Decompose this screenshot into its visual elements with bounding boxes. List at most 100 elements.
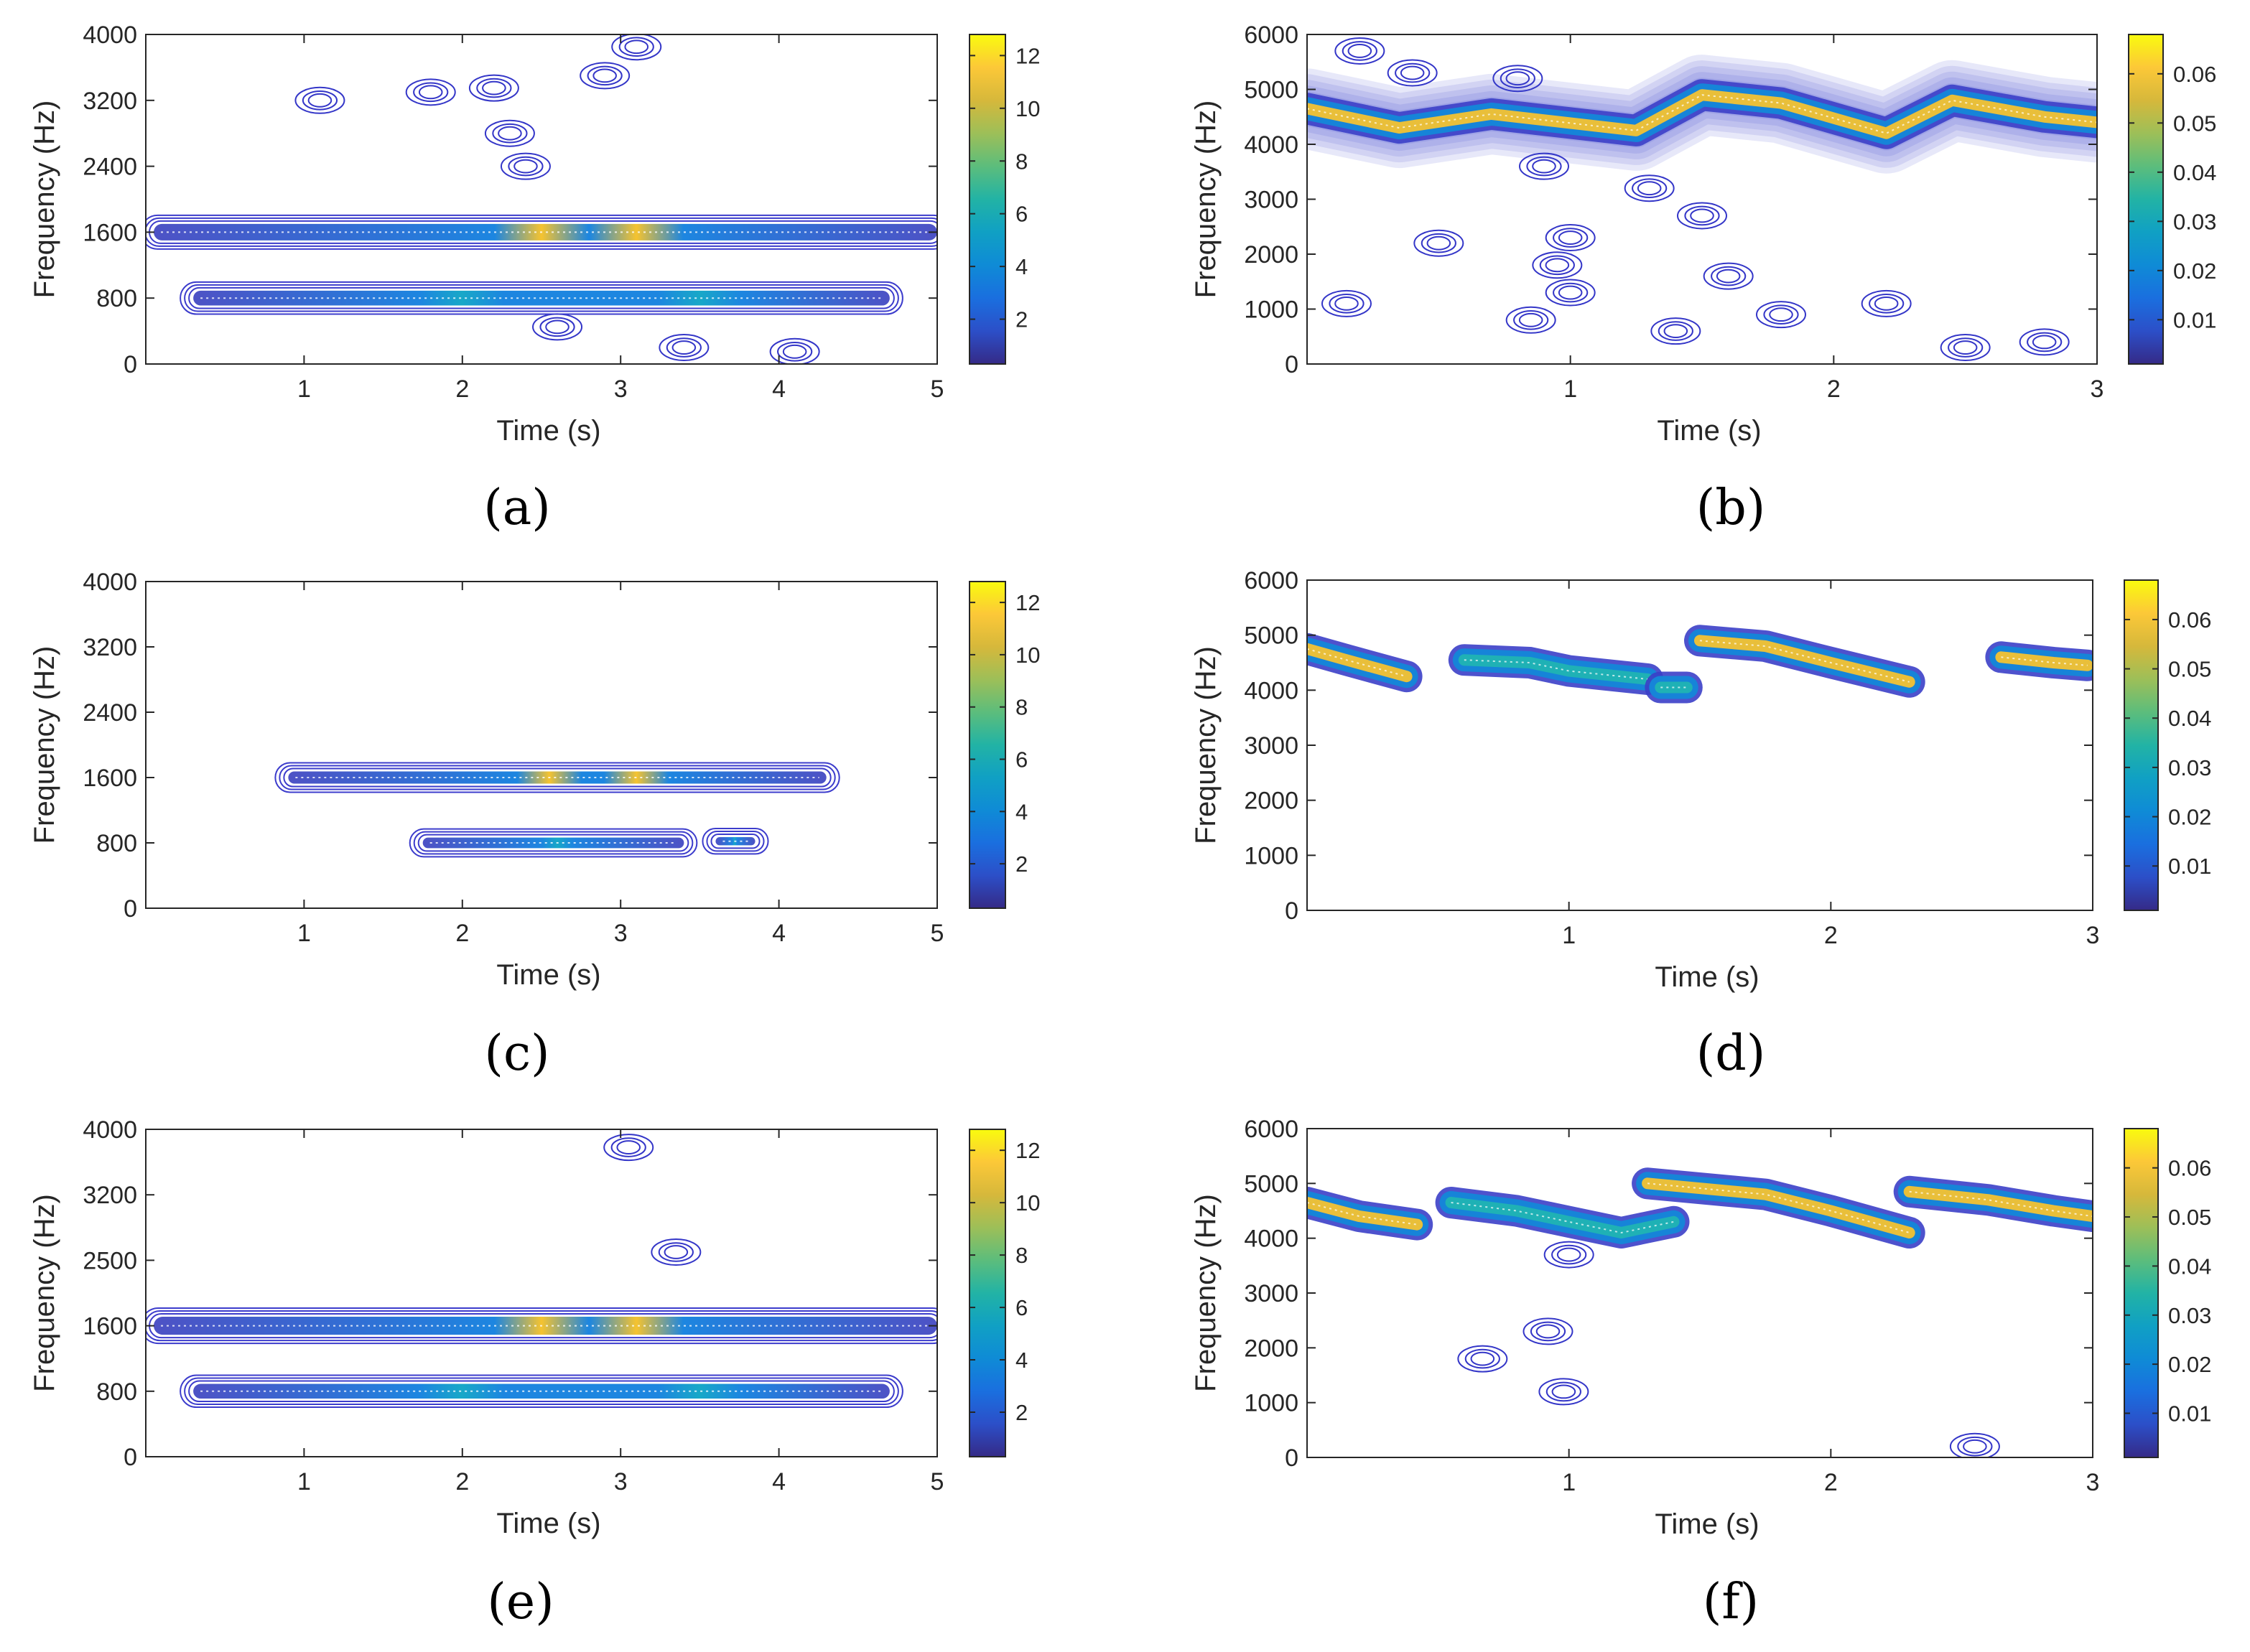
contour-blob — [1624, 174, 1675, 202]
colorbar-tick-label: 0.02 — [2168, 805, 2211, 830]
colorbar-tick-label: 0.01 — [2173, 307, 2216, 332]
contour-blob — [1545, 1381, 1581, 1402]
y-tick-label: 2400 — [83, 154, 137, 181]
contour-blob — [307, 93, 333, 108]
chart-panel-1: 1 2 3 0 1000 2000 3000 4000 5000 6000 Time (s) Freq… — [1190, 22, 2216, 447]
band-contour — [184, 1377, 899, 1406]
ridge-centerline — [1647, 1182, 1910, 1233]
harmonic-band — [422, 837, 684, 849]
contour-blob — [500, 152, 551, 180]
y-tick-label: 2400 — [83, 699, 137, 727]
contour-blob — [302, 90, 338, 111]
contour-blob — [1526, 156, 1562, 177]
contour-blob — [1690, 208, 1714, 223]
y-tick-label: 0 — [124, 351, 137, 378]
y-axis-label: Frequency (Hz) — [1190, 101, 1222, 299]
panel-label-a: (a) — [483, 480, 551, 536]
contour-blob — [539, 317, 575, 337]
x-tick-label: 4 — [772, 1468, 786, 1495]
contour-blob — [1953, 340, 1978, 355]
contour-blob — [513, 159, 538, 174]
contour-blob — [492, 123, 528, 144]
y-tick-label: 6000 — [1244, 1116, 1298, 1143]
contour-blob — [1464, 1348, 1500, 1369]
contour-blob — [405, 78, 456, 106]
x-tick-label: 2 — [455, 1468, 469, 1495]
contour-blob — [603, 1134, 654, 1162]
contour-blob — [1545, 279, 1596, 307]
plot-area — [274, 762, 840, 858]
y-tick-label: 0 — [124, 895, 137, 923]
x-tick-label: 5 — [931, 375, 944, 403]
band-contour — [710, 834, 761, 849]
band-contour — [146, 1310, 937, 1342]
contour-blob — [1763, 304, 1799, 325]
contour-blob — [580, 62, 631, 90]
x-tick-label: 5 — [931, 920, 944, 947]
band-contour — [146, 1307, 937, 1345]
y-tick-label: 1000 — [1244, 842, 1298, 869]
y-tick-label: 2000 — [1244, 1335, 1298, 1362]
y-tick-label: 1000 — [1244, 1390, 1298, 1417]
x-tick-label: 1 — [297, 920, 311, 947]
y-tick-label: 4000 — [83, 569, 137, 596]
x-tick-label: 2 — [1824, 922, 1838, 949]
contour-blob — [1334, 296, 1359, 311]
contour-blob — [1523, 1317, 1573, 1345]
band-contour — [274, 762, 840, 793]
band-contour — [417, 834, 689, 852]
contour-blob — [1558, 285, 1583, 300]
contour-blob — [2032, 335, 2057, 350]
y-axis-label: Frequency (Hz) — [29, 1194, 60, 1392]
contour-blob — [1329, 294, 1365, 314]
x-tick-label: 1 — [297, 1468, 311, 1495]
contour-blob — [1556, 1247, 1581, 1262]
colorbar-tick-label: 0.05 — [2168, 1205, 2211, 1230]
contour-blob — [1426, 235, 1451, 251]
colorbar-tick-label: 4 — [1015, 1348, 1028, 1373]
contour-blob — [2019, 328, 2070, 356]
x-tick-label: 5 — [931, 1468, 944, 1495]
band-contour — [702, 828, 769, 855]
contour-blob — [1519, 152, 1569, 180]
band-contour — [184, 284, 899, 312]
contour-blob — [659, 334, 710, 362]
y-tick-label: 3200 — [83, 88, 137, 115]
contour-blob — [1632, 178, 1668, 199]
band-contour — [279, 765, 836, 790]
contour-blob — [782, 344, 807, 359]
band-contour — [146, 217, 937, 247]
x-tick-label: 1 — [297, 375, 311, 403]
x-axis-label: Time (s) — [1655, 961, 1759, 993]
ridge-core — [1903, 1185, 2093, 1223]
contour-blob — [658, 1242, 694, 1262]
y-tick-label: 5000 — [1244, 77, 1298, 104]
band-contour — [188, 286, 895, 309]
contour-blob — [664, 1245, 689, 1259]
colorbar-tick-label: 0.03 — [2168, 1303, 2211, 1328]
y-tick-label: 1600 — [83, 1313, 137, 1340]
plot-area — [1307, 37, 2097, 362]
y-tick-label: 6000 — [1244, 567, 1298, 594]
y-tick-label: 5000 — [1244, 622, 1298, 650]
contour-blob — [1940, 334, 1991, 362]
colorbar — [969, 1129, 1006, 1457]
chart-panel-3: 1 2 3 0 1000 2000 3000 4000 5000 6000 Time (s) Freq… — [1190, 567, 2211, 993]
y-tick-label: 5000 — [1244, 1170, 1298, 1198]
contour-blob — [777, 341, 813, 362]
contour-blob — [1545, 224, 1596, 252]
ridge-centerline — [1307, 648, 1407, 678]
y-tick-label: 0 — [124, 1444, 137, 1471]
contour-blob — [1658, 321, 1693, 341]
ridge-centerline — [1451, 1202, 1674, 1234]
colorbar-tick-label: 4 — [1015, 799, 1028, 824]
panel-label-b: (b) — [1696, 480, 1766, 536]
contour-blob — [624, 39, 649, 55]
contour-blob — [1711, 266, 1747, 286]
plot-area — [1307, 1167, 2093, 1457]
y-axis-label: Frequency (Hz) — [1190, 646, 1222, 844]
y-tick-label: 3200 — [83, 634, 137, 661]
ridge-centerline — [2001, 656, 2088, 666]
colorbar-tick-label: 0.06 — [2173, 62, 2216, 87]
